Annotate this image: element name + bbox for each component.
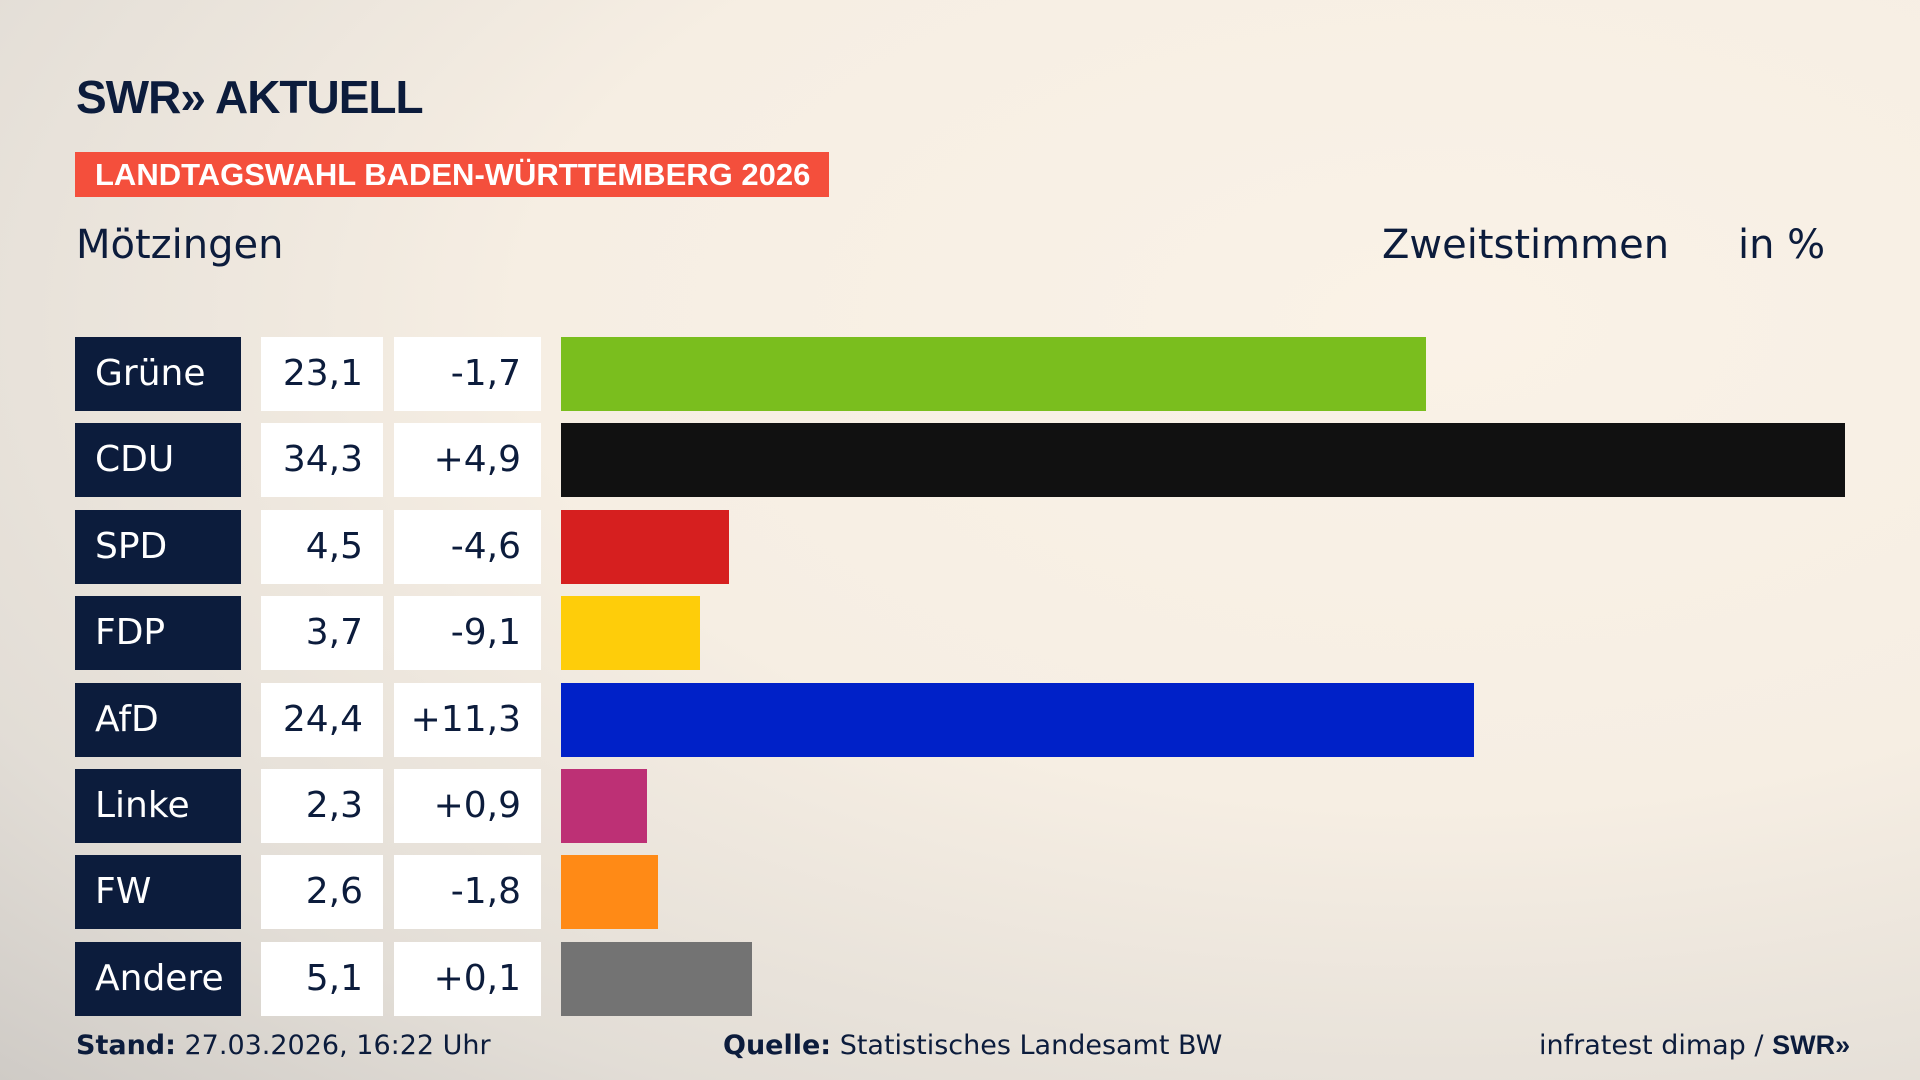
source-label: Quelle: <box>723 1030 832 1061</box>
diff-label: -1,8 <box>394 855 541 930</box>
party-label: Andere <box>75 941 241 1016</box>
credit: infratest dimap / SWR» <box>1539 1030 1850 1061</box>
diff-label: -1,7 <box>394 337 541 411</box>
timestamp: Stand: 27.03.2026, 16:22 Uhr <box>76 1030 491 1061</box>
party-row: CDU 34,3 +4,9 <box>75 423 541 498</box>
swr-logo: SWR» <box>1772 1030 1851 1060</box>
stand-label: Stand: <box>76 1030 176 1061</box>
place-title: Mötzingen <box>76 222 284 268</box>
value-label: 34,3 <box>261 423 383 498</box>
value-label: 24,4 <box>261 682 383 757</box>
stand-value: 27.03.2026, 16:22 Uhr <box>175 1030 491 1061</box>
bar-fdp <box>561 596 700 671</box>
vote-type-label: Zweitstimmen <box>1382 222 1670 268</box>
bar-spd <box>561 509 730 584</box>
diff-label: -9,1 <box>394 596 541 671</box>
bar-grüne <box>561 337 1426 411</box>
party-row: FW 2,6 -1,8 <box>75 855 541 930</box>
diff-label: +0,1 <box>394 941 541 1016</box>
swr-aktuell-logo: SWR» AKTUELL <box>76 71 424 123</box>
party-row: Andere 5,1 +0,1 <box>75 941 541 1016</box>
party-label: FW <box>75 855 241 930</box>
source: Quelle: Statistisches Landesamt BW <box>723 1030 1222 1061</box>
party-row: Linke 2,3 +0,9 <box>75 769 541 843</box>
election-banner: LANDTAGSWAHL BADEN-WÜRTTEMBERG 2026 <box>75 152 829 197</box>
diff-label: +4,9 <box>394 423 541 498</box>
bar-afd <box>561 682 1475 757</box>
unit-label: in % <box>1738 222 1826 268</box>
party-label: FDP <box>75 596 241 671</box>
bar-andere <box>561 941 752 1016</box>
party-row: Grüne 23,1 -1,7 <box>75 337 541 411</box>
diff-label: +0,9 <box>394 769 541 843</box>
party-label: CDU <box>75 423 241 498</box>
value-label: 2,6 <box>261 855 383 930</box>
party-label: SPD <box>75 509 241 584</box>
source-value: Statistisches Landesamt BW <box>831 1030 1223 1061</box>
bar-linke <box>561 769 648 843</box>
value-label: 3,7 <box>261 596 383 671</box>
value-label: 2,3 <box>261 769 383 843</box>
value-label: 23,1 <box>261 337 383 411</box>
credit-text: infratest dimap / <box>1539 1030 1773 1061</box>
party-label: Linke <box>75 769 241 843</box>
bar-cdu <box>561 423 1845 498</box>
party-label: Grüne <box>75 337 241 411</box>
party-row: FDP 3,7 -9,1 <box>75 596 541 671</box>
value-label: 4,5 <box>261 509 383 584</box>
party-row: SPD 4,5 -4,6 <box>75 509 541 584</box>
bar-fw <box>561 855 659 930</box>
value-label: 5,1 <box>261 941 383 1016</box>
party-label: AfD <box>75 682 241 757</box>
party-row: AfD 24,4 +11,3 <box>75 682 541 757</box>
diff-label: -4,6 <box>394 509 541 584</box>
diff-label: +11,3 <box>394 682 541 757</box>
